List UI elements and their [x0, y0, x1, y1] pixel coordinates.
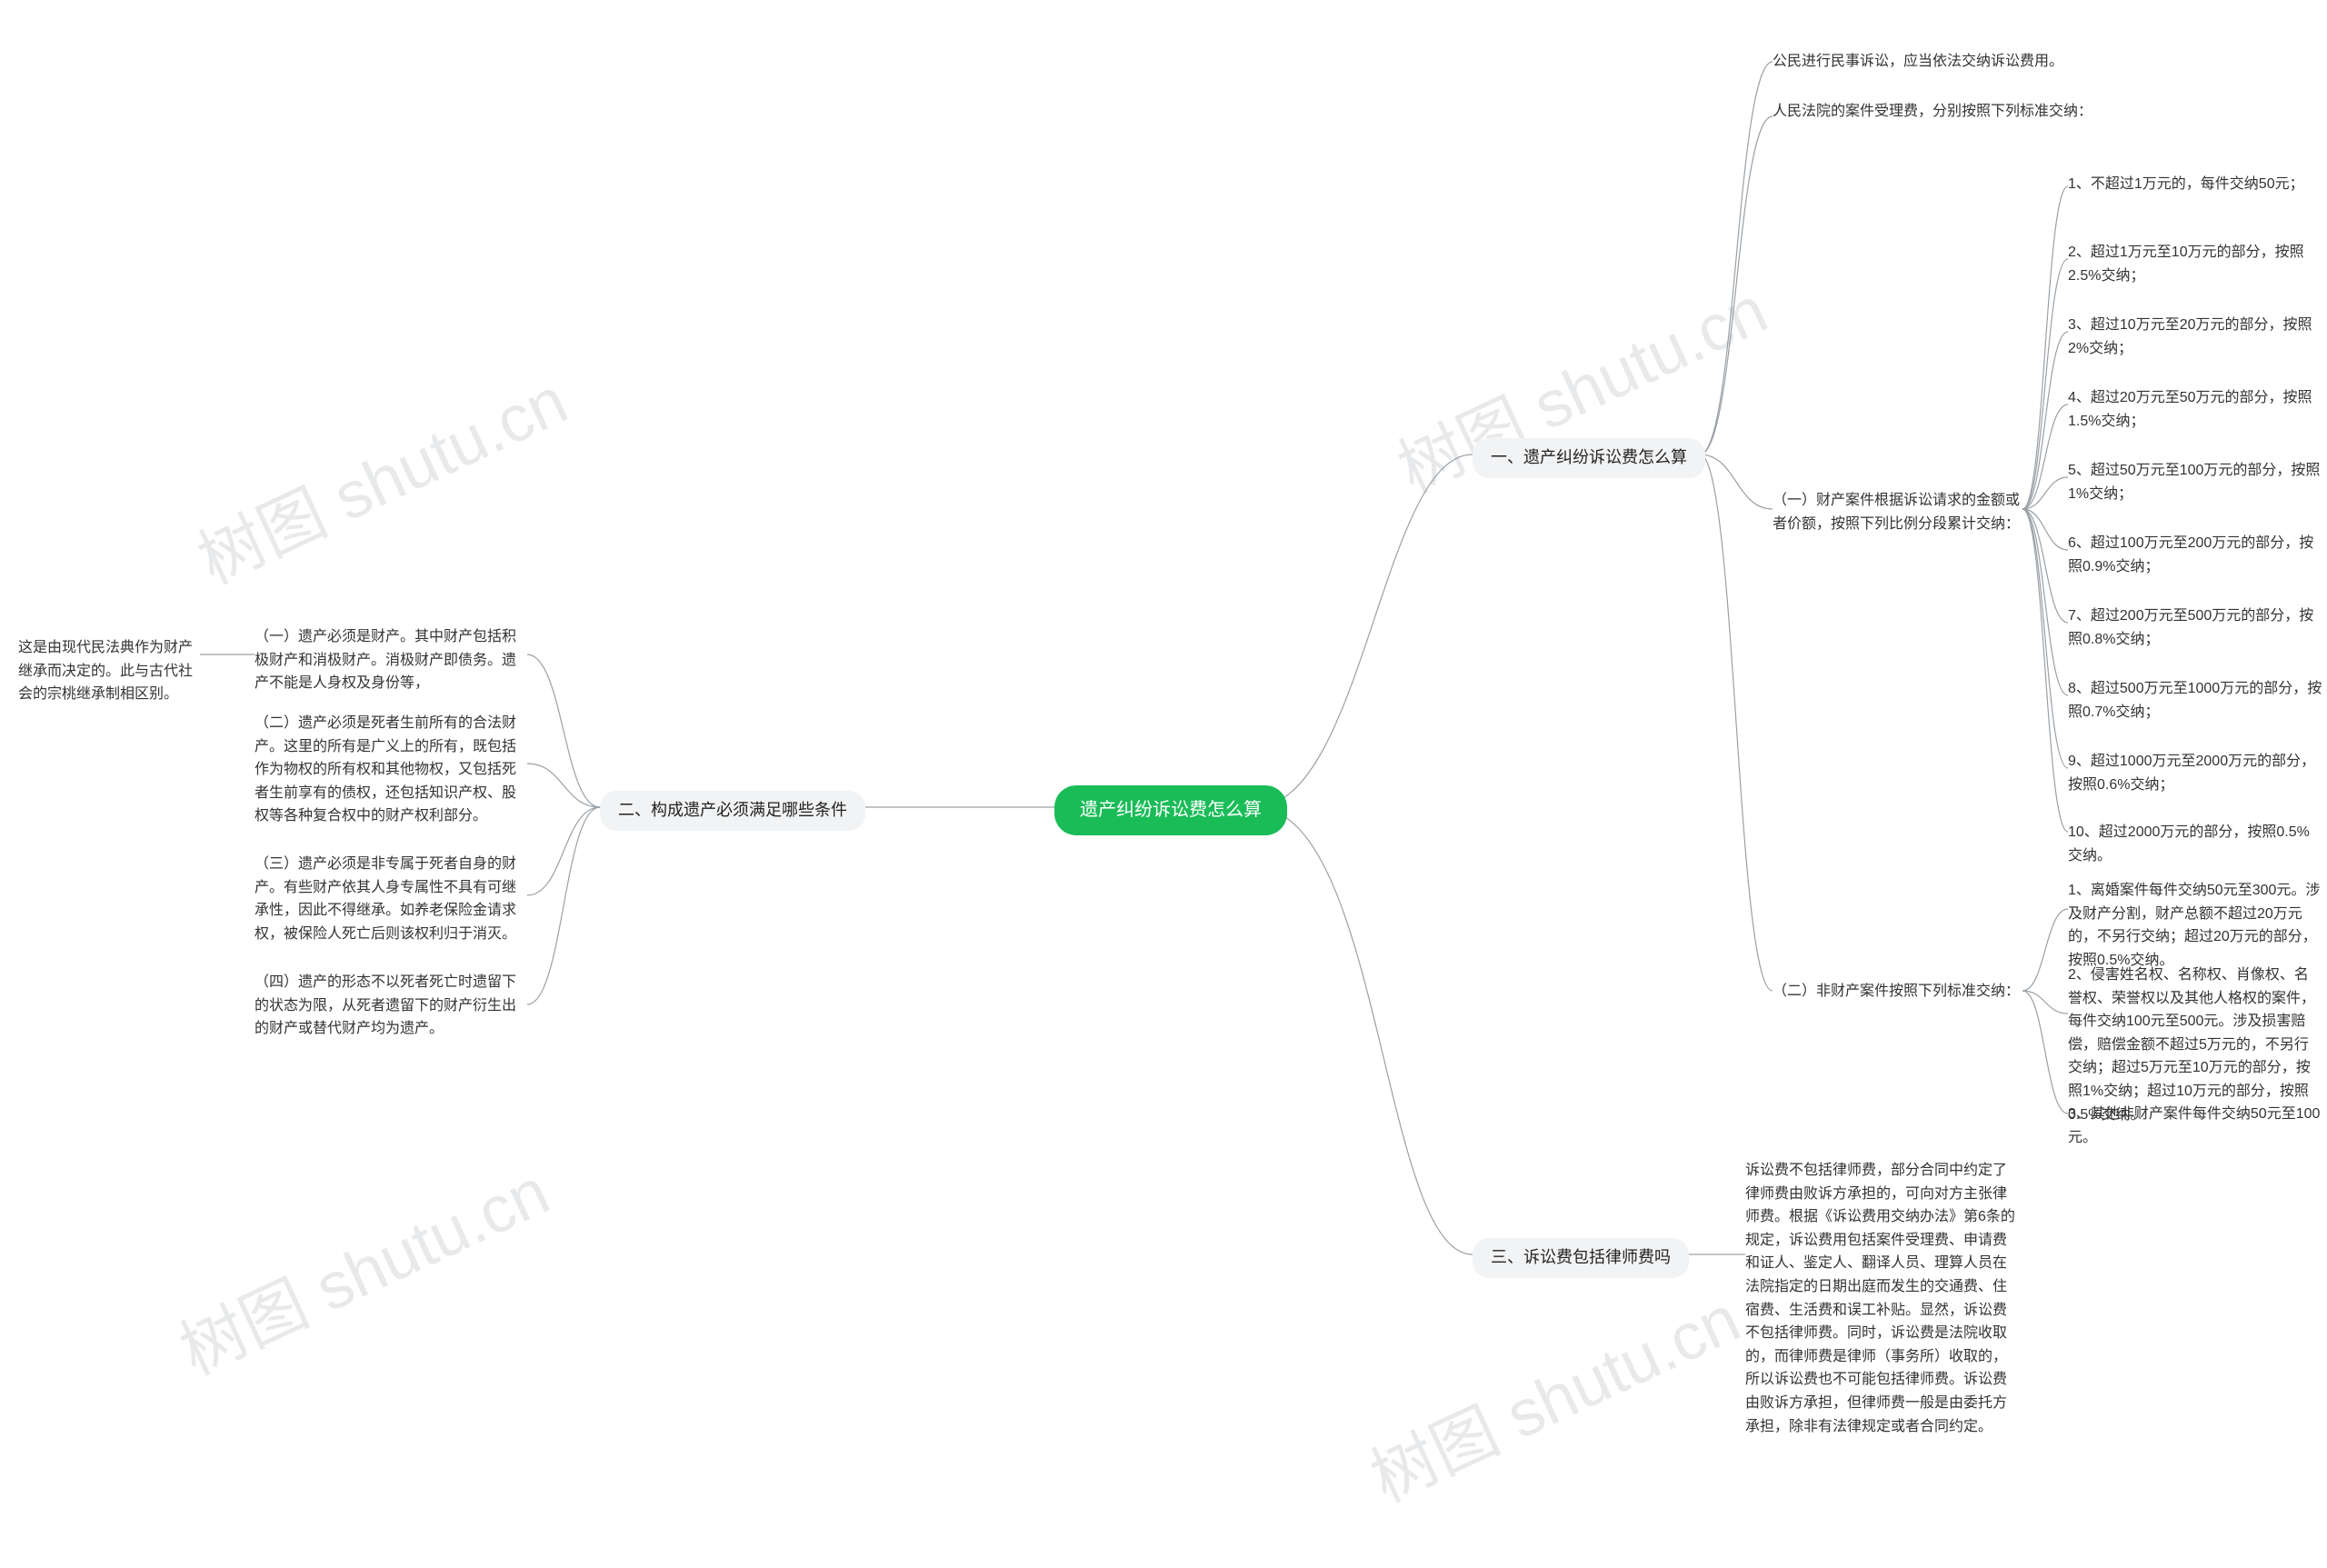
- section2-item-3: （三）遗产必须是非专属于死者自身的财产。有些财产依其人身专属性不具有可继承性，因…: [255, 853, 527, 945]
- sub1-item-7: 7、超过200万元至500万元的部分，按照0.8%交纳；: [2068, 604, 2322, 651]
- sub1-item-1: 1、不超过1万元的，每件交纳50元；: [2068, 173, 2322, 196]
- section3-body: 诉讼费不包括律师费，部分合同中约定了律师费由败诉方承担的，可向对方主张律师费。根…: [1745, 1159, 2018, 1438]
- section2-item-2: （二）遗产必须是死者生前所有的合法财产。这里的所有是广义上的所有，既包括作为物权…: [255, 712, 527, 828]
- section1-intro1: 公民进行民事诉讼，应当依法交纳诉讼费用。: [1773, 50, 2100, 74]
- sub1-item-2: 2、超过1万元至10万元的部分，按照2.5%交纳；: [2068, 241, 2322, 287]
- sub1-item-9: 9、超过1000万元至2000万元的部分，按照0.6%交纳；: [2068, 750, 2322, 796]
- section2-item-1: （一）遗产必须是财产。其中财产包括积极财产和消极财产。消极财产即债务。遗产不能是…: [255, 625, 527, 695]
- section1-sub2-title: （二）非财产案件按照下列标准交纳：: [1773, 980, 2022, 1004]
- section1-sub1-title: （一）财产案件根据诉讼请求的金额或者价额，按照下列比例分段累计交纳：: [1773, 489, 2022, 535]
- sub1-item-5: 5、超过50万元至100万元的部分，按照1%交纳；: [2068, 459, 2322, 505]
- section2-title: 二、构成遗产必须满足哪些条件: [600, 791, 865, 831]
- sub1-item-10: 10、超过2000万元的部分，按照0.5%交纳。: [2068, 821, 2322, 867]
- section1-intro2: 人民法院的案件受理费，分别按照下列标准交纳：: [1773, 100, 2100, 124]
- sub2-item-1: 1、离婚案件每件交纳50元至300元。涉及财产分割，财产总额不超过20万元的，不…: [2068, 879, 2322, 972]
- sub1-item-3: 3、超过10万元至20万元的部分，按照2%交纳；: [2068, 314, 2322, 360]
- sub1-item-6: 6、超过100万元至200万元的部分，按照0.9%交纳；: [2068, 532, 2322, 578]
- section2-item-1-note: 这是由现代民法典作为财产继承而决定的。此与古代社会的宗桃继承制相区别。: [18, 636, 200, 706]
- root-node: 遗产纠纷诉讼费怎么算: [1054, 785, 1287, 835]
- sub1-item-8: 8、超过500万元至1000万元的部分，按照0.7%交纳；: [2068, 677, 2322, 724]
- sub2-item-3: 3、其他非财产案件每件交纳50元至100元。: [2068, 1103, 2322, 1149]
- section3-title: 三、诉讼费包括律师费吗: [1473, 1238, 1689, 1278]
- mindmap-canvas: 树图 shutu.cn 树图 shutu.cn 树图 shutu.cn 树图 s…: [0, 0, 2327, 1568]
- sub1-item-4: 4、超过20万元至50万元的部分，按照1.5%交纳；: [2068, 386, 2322, 433]
- section1-title: 一、遗产纠纷诉讼费怎么算: [1473, 438, 1705, 478]
- section2-item-4: （四）遗产的形态不以死者死亡时遗留下的状态为限，从死者遗留下的财产衍生出的财产或…: [255, 971, 527, 1041]
